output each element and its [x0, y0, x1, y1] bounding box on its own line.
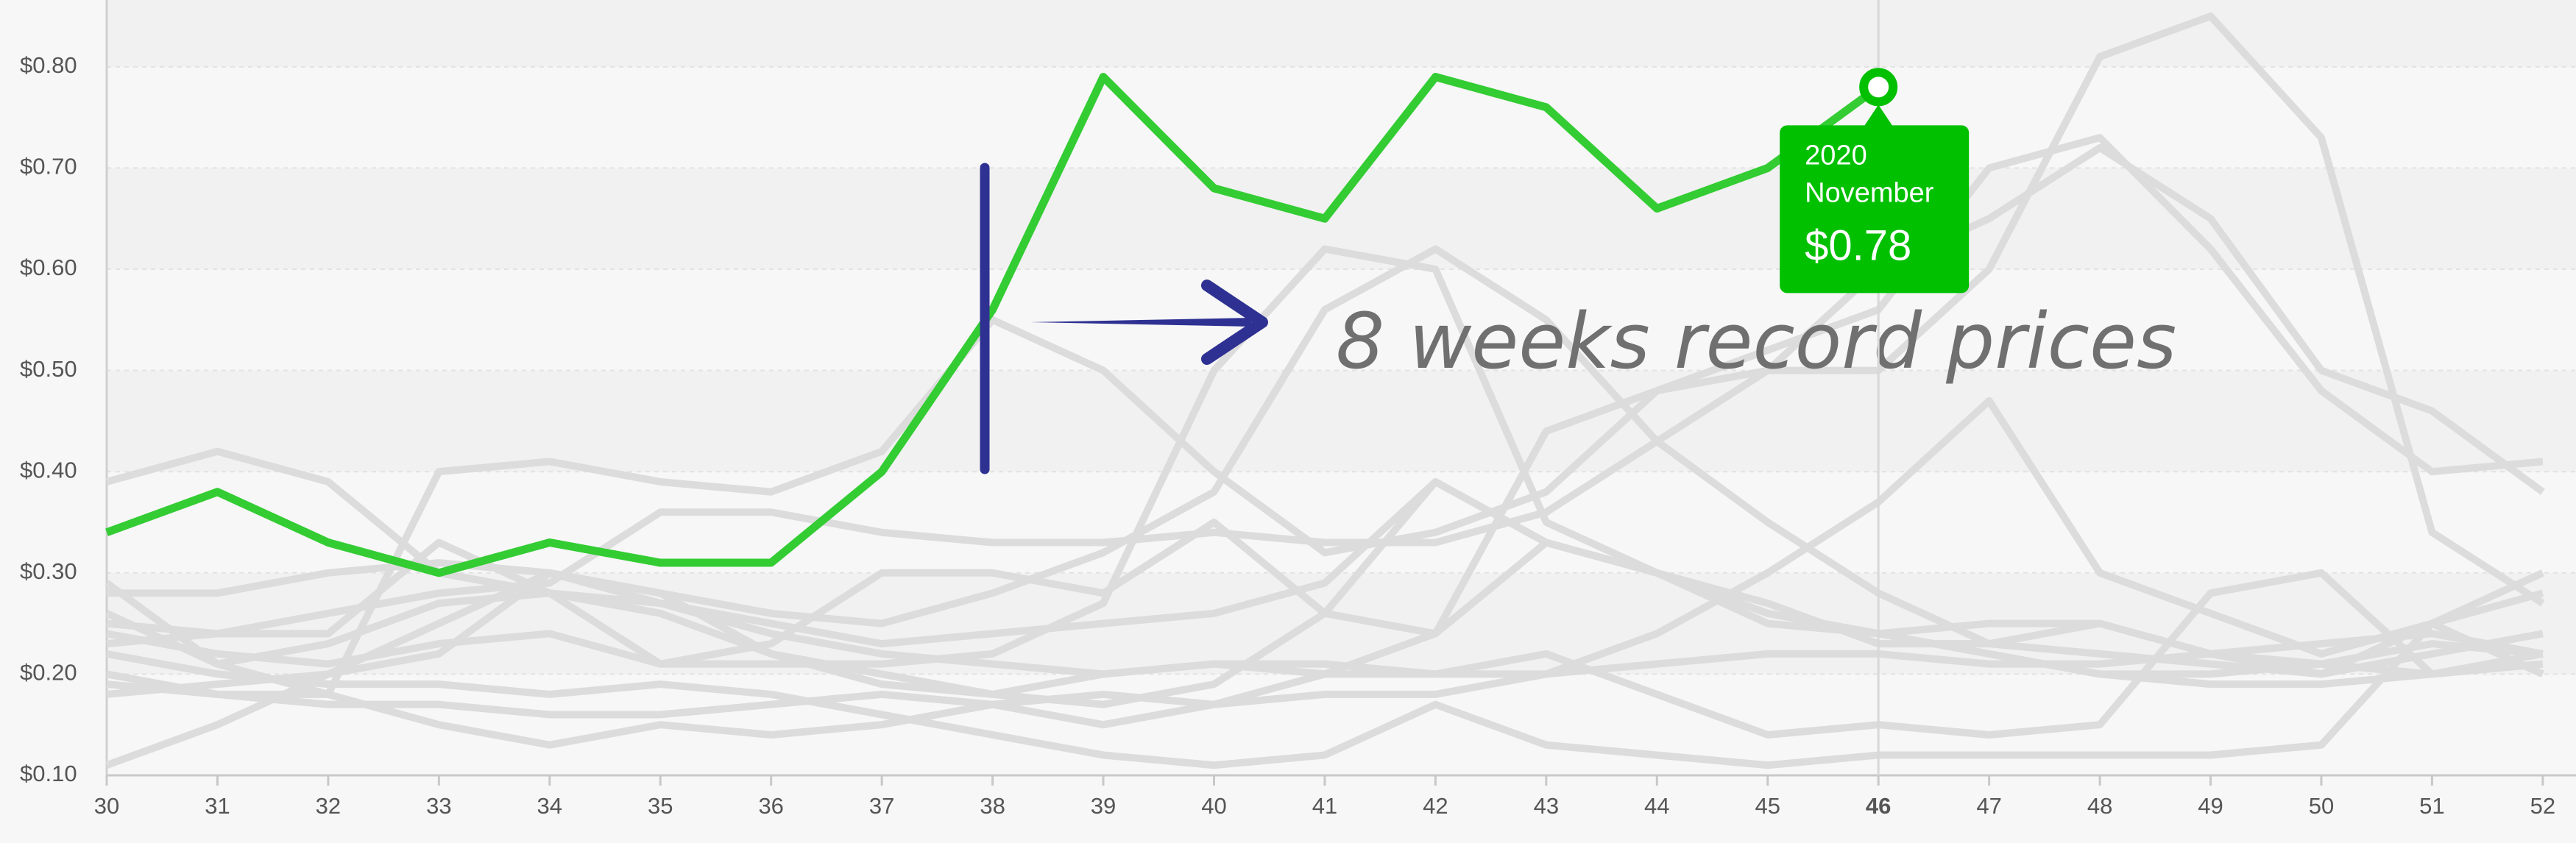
grid-band: [107, 370, 2576, 472]
x-tick-label: 51: [2419, 793, 2444, 819]
annotation-text: 8 weeks record prices: [1336, 296, 2176, 386]
x-tick-label: 48: [2087, 793, 2112, 819]
annotation: 8 weeks record prices: [980, 163, 2176, 474]
tooltip-value: $0.78: [1805, 221, 1911, 269]
y-tick-label: $0.20: [20, 660, 77, 686]
series-line: [105, 73, 1881, 577]
x-tick-label: 44: [1644, 793, 1669, 819]
x-tick-label: 38: [980, 793, 1005, 819]
y-tick-label: $0.50: [20, 356, 77, 382]
series-line: [105, 569, 2544, 739]
tooltip-year: 2020: [1805, 140, 1867, 171]
grid-band: [107, 269, 2576, 371]
series-line: [106, 619, 2544, 769]
x-tick-label: 37: [869, 793, 894, 819]
y-tick-label: $0.40: [20, 457, 77, 483]
x-tick-label: 30: [94, 793, 119, 819]
grid-band: [107, 66, 2576, 168]
series-line: [106, 519, 2544, 668]
series-line: [106, 143, 2545, 638]
y-tick-label: $0.80: [20, 52, 77, 78]
series-line: [106, 396, 2544, 749]
tooltip-month: November: [1805, 177, 1934, 208]
y-tick-label: $0.60: [20, 255, 77, 280]
x-tick-label: 31: [205, 793, 230, 819]
hover-point: [1859, 68, 1898, 107]
x-tick-label: 40: [1201, 793, 1226, 819]
series-line: [106, 13, 2545, 729]
x-tick-label: 49: [2198, 793, 2223, 819]
x-tick-label: 35: [648, 793, 673, 819]
x-tick-label: 41: [1312, 793, 1337, 819]
x-tick-label: 34: [537, 793, 562, 819]
y-tick-label: $0.10: [20, 761, 77, 786]
grid-band: [107, 472, 2576, 573]
x-tick-label: 46: [1866, 793, 1891, 819]
series-line: [107, 245, 2544, 678]
tooltip-box: [1780, 125, 1970, 294]
x-tick-label: 50: [2309, 793, 2334, 819]
x-tick-label: 43: [1534, 793, 1559, 819]
arrow-shaft: [1030, 318, 1251, 327]
x-tick-label: 32: [316, 793, 341, 819]
y-tick-label: $0.30: [20, 558, 77, 584]
x-tick-label: 42: [1423, 793, 1448, 819]
tooltip-pointer: [1864, 104, 1894, 127]
grid-band: [107, 0, 2576, 67]
x-tick-label: 33: [426, 793, 451, 819]
x-tick-label: 52: [2530, 793, 2555, 819]
arrow-head: [1201, 280, 1268, 365]
y-tick-label: $0.70: [20, 154, 77, 179]
x-tick-label: 36: [758, 793, 783, 819]
x-tick-label: 45: [1755, 793, 1780, 819]
x-tick-label: 47: [1976, 793, 2001, 819]
x-tick-label: 39: [1091, 793, 1116, 819]
